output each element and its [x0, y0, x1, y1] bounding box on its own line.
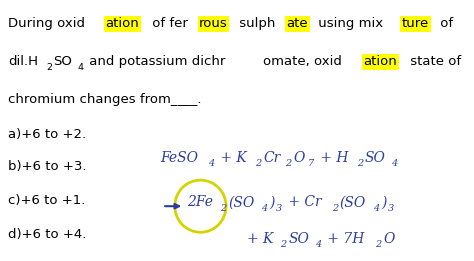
Text: ): )	[381, 195, 386, 209]
Text: ation: ation	[106, 17, 139, 30]
Text: omate, oxid: omate, oxid	[263, 55, 342, 68]
Text: b)+6 to +3.: b)+6 to +3.	[8, 160, 86, 173]
Text: SO: SO	[289, 232, 310, 246]
Text: O: O	[383, 232, 395, 246]
Text: ): )	[269, 195, 274, 209]
Text: SO: SO	[54, 55, 73, 68]
Text: + H: + H	[316, 151, 348, 165]
Text: ture: ture	[402, 17, 429, 30]
Text: 2: 2	[255, 159, 262, 168]
Text: (SO: (SO	[228, 195, 254, 209]
Text: of fer: of fer	[148, 17, 188, 30]
Text: c)+6 to +1.: c)+6 to +1.	[8, 194, 85, 206]
Text: + Cr: + Cr	[284, 195, 322, 209]
Text: 4: 4	[209, 159, 215, 168]
Text: dil.H: dil.H	[8, 55, 38, 68]
Text: 2Fe: 2Fe	[187, 195, 213, 209]
Text: 2: 2	[375, 240, 382, 249]
Text: rous: rous	[199, 17, 228, 30]
Text: of: of	[437, 17, 454, 30]
Text: 4: 4	[315, 240, 321, 249]
Text: + 7H: + 7H	[323, 232, 364, 246]
Text: sulph: sulph	[236, 17, 276, 30]
Text: 2: 2	[281, 240, 287, 249]
Text: 2: 2	[220, 204, 226, 213]
Text: During oxid: During oxid	[8, 17, 85, 30]
Text: SO: SO	[365, 151, 386, 165]
Text: 4: 4	[78, 63, 83, 72]
Text: a)+6 to +2.: a)+6 to +2.	[8, 128, 86, 141]
Text: ate: ate	[287, 17, 309, 30]
Text: 2: 2	[357, 159, 363, 168]
Text: state of: state of	[406, 55, 461, 68]
Text: using mix: using mix	[314, 17, 383, 30]
Text: 7: 7	[308, 159, 314, 168]
Text: 2: 2	[332, 204, 338, 213]
Text: O: O	[293, 151, 305, 165]
Text: FeSO: FeSO	[160, 151, 198, 165]
Text: Cr: Cr	[264, 151, 281, 165]
Text: 2: 2	[285, 159, 292, 168]
Text: chromium changes from____.: chromium changes from____.	[8, 93, 201, 106]
Text: (SO: (SO	[340, 195, 366, 209]
Text: + K: + K	[247, 232, 273, 246]
Text: + K: + K	[217, 151, 247, 165]
Text: 3: 3	[388, 204, 394, 213]
Text: 4: 4	[373, 204, 379, 213]
Text: and potassium dichr: and potassium dichr	[85, 55, 226, 68]
Text: d)+6 to +4.: d)+6 to +4.	[8, 228, 86, 240]
Text: ation: ation	[364, 55, 397, 68]
Text: 2: 2	[46, 63, 52, 72]
Text: 4: 4	[261, 204, 267, 213]
Text: 3: 3	[276, 204, 283, 213]
Text: 4: 4	[391, 159, 398, 168]
